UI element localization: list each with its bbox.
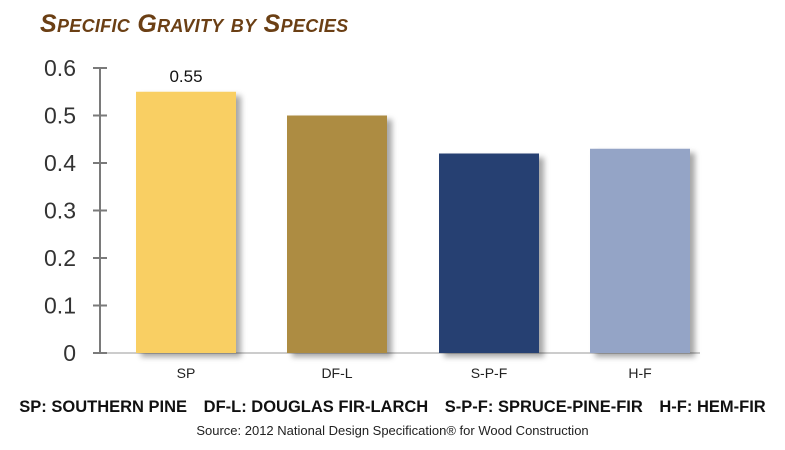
bar-df-l (287, 115, 387, 353)
y-tick-label: 0.1 (44, 293, 76, 319)
abbreviation-legend: SP: SOUTHERN PINE DF-L: DOUGLAS FIR-LARC… (0, 398, 785, 417)
data-label: 0.55 (169, 67, 202, 86)
category-label: DF-L (321, 365, 352, 381)
legend-item-sp: SP: SOUTHERN PINE (19, 398, 188, 416)
category-label: S-P-F (471, 365, 508, 381)
bar-h-f (590, 148, 690, 353)
category-label: H-F (628, 365, 651, 381)
y-tick-label: 0.6 (44, 55, 76, 81)
bar-s-p-f (439, 153, 539, 353)
chart-title: Specific Gravity by Species (40, 10, 349, 38)
y-tick-label: 0.4 (44, 150, 76, 176)
source-note: Source: 2012 National Design Specificati… (196, 423, 589, 438)
y-tick-label: 0 (63, 340, 76, 366)
legend-item-hf: H-F: HEM-FIR (659, 398, 766, 416)
y-tick-label: 0.2 (44, 245, 76, 271)
legend-item-dfl: DF-L: DOUGLAS FIR-LARCH (203, 398, 429, 416)
legend-item-spf: S-P-F: SPRUCE-PINE-FIR (444, 398, 643, 416)
y-tick-label: 0.5 (44, 103, 76, 129)
y-tick-label: 0.3 (44, 198, 76, 224)
category-label: SP (177, 365, 196, 381)
bar-sp (136, 91, 236, 353)
bar-chart: 0 0.1 0.2 0.3 0.4 0.5 0.6 SP 0.55 DF-L S-P-F H-F (44, 55, 700, 381)
